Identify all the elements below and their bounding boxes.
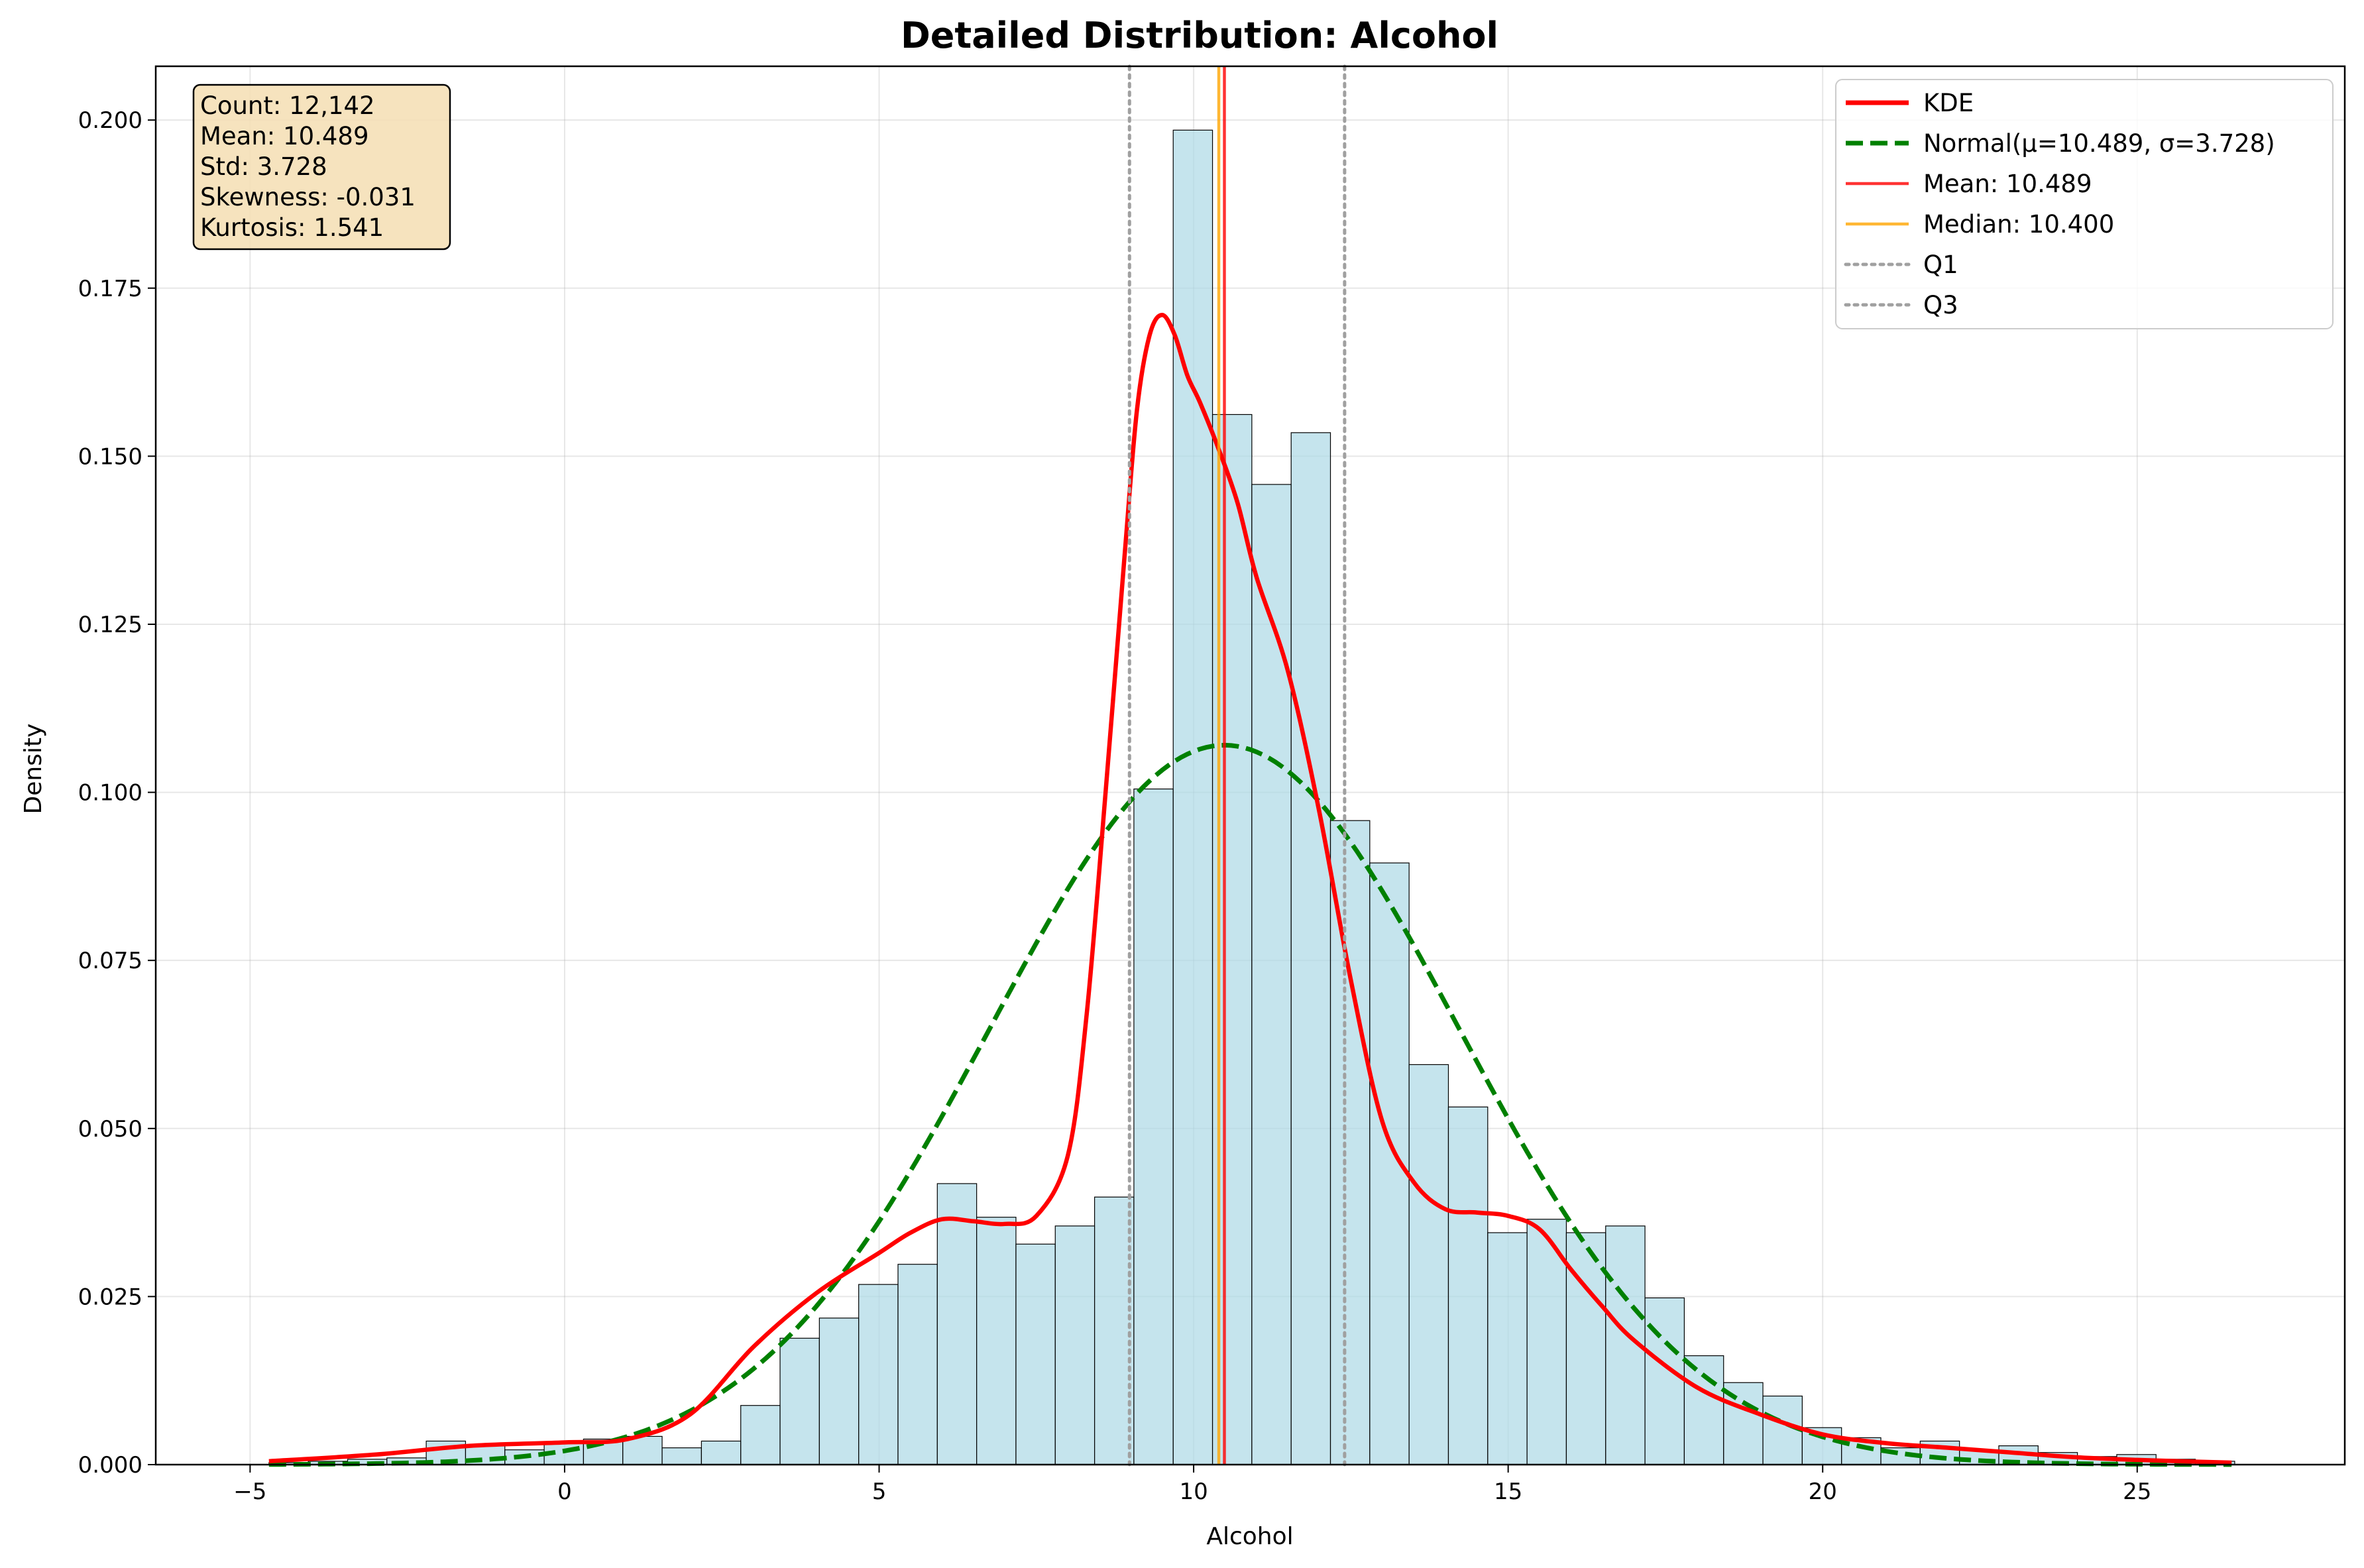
kde-curve <box>268 313 2232 1465</box>
histogram-bar <box>1762 1395 1803 1465</box>
histogram-bar <box>1172 129 1213 1465</box>
histogram-bar <box>701 1440 742 1465</box>
y-tick-label: 0.050 <box>78 1116 142 1143</box>
histogram-bar <box>740 1405 781 1465</box>
y-axis: 0.000 0.025 0.050 0.075 0.100 0.125 0.150 0.175… <box>78 107 156 1479</box>
x-axis: −5 0 5 10 15 20 25 <box>233 1465 2151 1505</box>
histogram-bar <box>1290 432 1331 1465</box>
histogram-bar <box>897 1264 938 1465</box>
histogram-bar <box>1487 1232 1528 1465</box>
x-tick-label: 20 <box>1809 1479 1837 1505</box>
histogram <box>268 129 2235 1465</box>
chart-title: Detailed Distribution: Alcohol <box>901 15 1498 56</box>
histogram-bar <box>1329 820 1371 1465</box>
stats-box-frame <box>192 84 451 251</box>
histogram-bar <box>779 1337 820 1465</box>
histogram-bar <box>818 1317 860 1465</box>
histogram-bar <box>858 1284 899 1465</box>
histogram-bar <box>1683 1355 1724 1465</box>
legend-label: Normal(μ=10.489, σ=3.728) <box>1923 129 2275 158</box>
curves <box>268 313 2232 1467</box>
x-tick-label: 25 <box>2123 1479 2151 1505</box>
histogram-bar <box>1447 1106 1489 1465</box>
y-tick-label: 0.100 <box>78 780 142 807</box>
stats-line: Kurtosis: 1.541 <box>200 213 384 242</box>
histogram-bar <box>1565 1232 1606 1465</box>
legend-label: Q1 <box>1923 251 1958 279</box>
legend-label: Mean: 10.489 <box>1923 170 2092 198</box>
histogram-bar <box>1015 1243 1056 1465</box>
stats-line: Skewness: -0.031 <box>200 183 416 211</box>
histogram-bar <box>976 1217 1017 1465</box>
y-tick-label: 0.025 <box>78 1284 142 1310</box>
reference-lines <box>1127 64 1347 1467</box>
y-tick-label: 0.150 <box>78 443 142 470</box>
legend-frame <box>1835 79 2334 329</box>
histogram-bar <box>1094 1196 1135 1465</box>
x-axis-label: Alcohol <box>1206 1523 1293 1550</box>
histogram-bar <box>1644 1297 1685 1465</box>
x-tick-label: 0 <box>557 1479 572 1505</box>
legend: KDE Normal(μ=10.489, σ=3.728) Mean: 10.489… <box>1835 79 2334 329</box>
y-tick-label: 0.125 <box>78 612 142 638</box>
x-tick-label: 10 <box>1179 1479 1208 1505</box>
y-axis-label: Density <box>20 724 47 814</box>
stats-line: Std: 3.728 <box>200 152 327 181</box>
x-tick-label: −5 <box>233 1479 266 1505</box>
normal-curve <box>268 742 2232 1467</box>
x-tick-label: 15 <box>1494 1479 1522 1505</box>
legend-label: Q3 <box>1923 291 1958 319</box>
histogram-bar <box>1526 1219 1567 1465</box>
legend-label: Median: 10.400 <box>1923 210 2114 239</box>
plot-frame <box>154 65 2346 1466</box>
stats-line: Mean: 10.489 <box>200 122 369 150</box>
x-tick-label: 5 <box>872 1479 887 1505</box>
y-tick-label: 0.000 <box>78 1452 142 1479</box>
y-tick-label: 0.200 <box>78 107 142 134</box>
histogram-bar <box>1251 484 1292 1465</box>
histogram-bar <box>1133 788 1174 1465</box>
histogram-bar <box>1054 1225 1096 1465</box>
histogram-bar <box>661 1447 702 1465</box>
legend-label: KDE <box>1923 89 1974 117</box>
y-tick-label: 0.175 <box>78 276 142 302</box>
histogram-bar <box>936 1183 978 1465</box>
histogram-bar <box>1408 1064 1449 1465</box>
y-tick-label: 0.075 <box>78 948 142 974</box>
stats-line: Count: 12,142 <box>200 91 375 120</box>
